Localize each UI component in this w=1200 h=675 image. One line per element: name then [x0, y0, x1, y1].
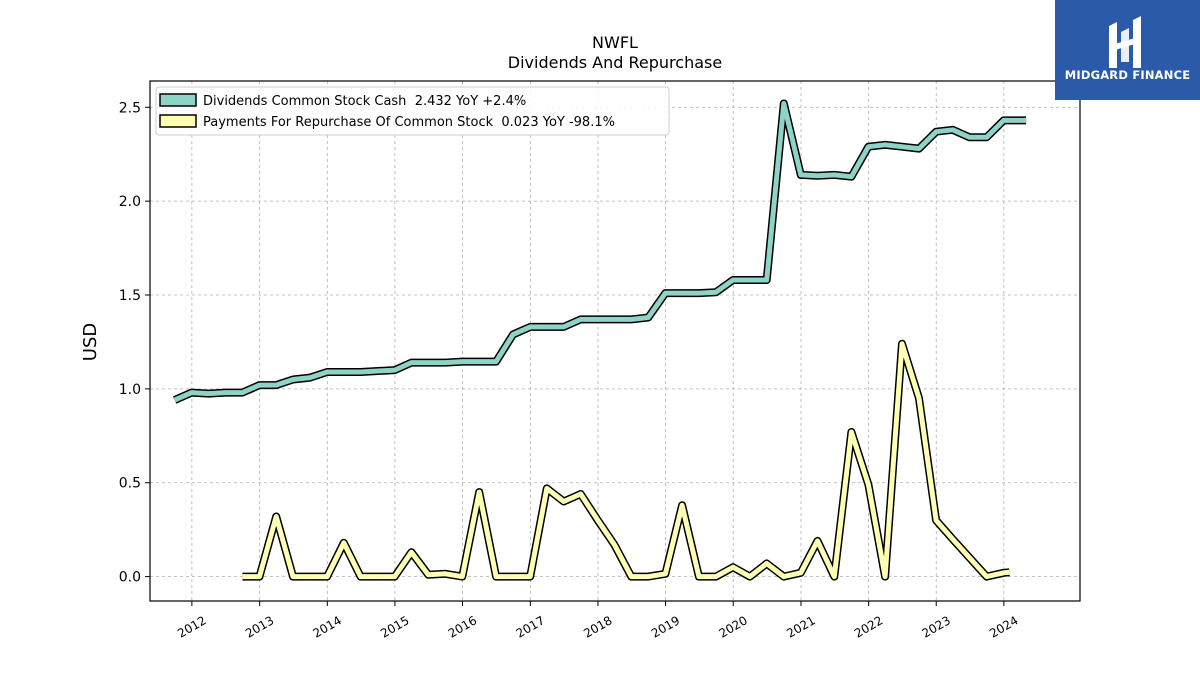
legend-box	[155, 86, 670, 136]
legend-label-dividends: Dividends Common Stock Cash 2.432 YoY +2…	[203, 94, 526, 109]
series-line-repurchase	[242, 341, 1010, 580]
y-tick-label: 1.0	[119, 382, 141, 398]
x-tick-label: 2015	[378, 613, 411, 640]
y-tick-label: 0.0	[119, 570, 141, 586]
x-tick-label: 2022	[852, 613, 885, 640]
grid	[150, 81, 1080, 601]
chart-title: NWFL	[592, 33, 638, 52]
y-tick-label: 1.5	[119, 288, 141, 304]
brand-logo: MIDGARD FINANCE	[1055, 0, 1200, 100]
series-line-dividends	[173, 101, 1027, 403]
x-tick-label: 2023	[920, 613, 953, 640]
x-tick-label: 2019	[649, 613, 682, 640]
y-tick-label: 2.0	[119, 194, 141, 210]
legend: Dividends Common Stock Cash 2.432 YoY +2…	[155, 86, 670, 136]
x-tick-label: 2020	[716, 613, 749, 640]
x-tick-label: 2021	[784, 613, 817, 640]
x-tick-label: 2013	[243, 613, 276, 640]
y-tick-label: 0.5	[119, 476, 141, 492]
plot-frame	[149, 80, 1081, 602]
x-tick-label: 2014	[311, 613, 344, 640]
series-lines	[172, 99, 1027, 581]
legend-swatch-dividends	[159, 93, 197, 107]
x-tick-label: 2012	[175, 613, 208, 640]
logo-mark-icon	[1109, 16, 1141, 68]
x-tick-label: 2016	[446, 613, 479, 640]
y-axis-label: USD	[80, 323, 101, 361]
chart-subtitle: Dividends And Repurchase	[508, 53, 722, 72]
x-tick-label: 2017	[514, 613, 547, 640]
y-tick-label: 2.5	[119, 100, 141, 116]
x-tick-label: 2024	[987, 613, 1020, 640]
x-tick-label: 2018	[581, 613, 614, 640]
legend-swatch-repurchase	[159, 114, 197, 128]
legend-label-repurchase: Payments For Repurchase Of Common Stock …	[203, 115, 615, 130]
brand-name: MIDGARD FINANCE	[1064, 68, 1191, 82]
